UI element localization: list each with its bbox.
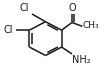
- Text: NH₂: NH₂: [72, 55, 91, 65]
- Text: Cl: Cl: [4, 25, 13, 35]
- Text: O: O: [69, 3, 77, 13]
- Text: Cl: Cl: [20, 3, 29, 13]
- Text: CH₃: CH₃: [83, 21, 99, 30]
